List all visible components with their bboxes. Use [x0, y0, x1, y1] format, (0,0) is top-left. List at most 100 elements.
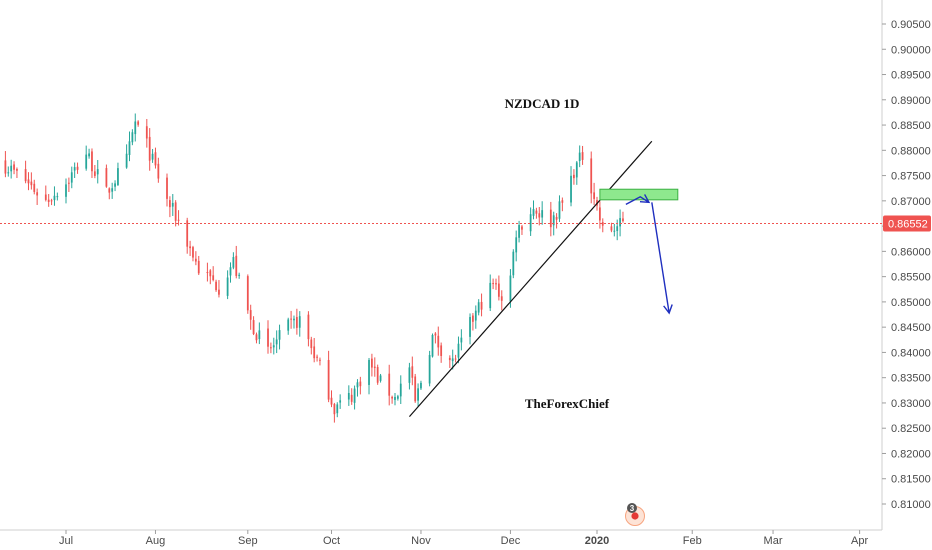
time-tick-label: Dec — [501, 535, 521, 547]
candle-body — [73, 167, 76, 171]
candle-body — [278, 330, 281, 340]
candle-body — [215, 281, 217, 291]
candle-body — [307, 314, 310, 340]
candle-body — [532, 209, 535, 216]
calendar-event-icon[interactable]: 3 — [625, 503, 645, 526]
candle-body — [492, 283, 495, 285]
candle-body — [313, 346, 316, 359]
time-tick-label: Sep — [238, 535, 258, 547]
candle-body — [67, 182, 70, 184]
price-tick-label: 0.90500 — [891, 19, 931, 31]
last-price-marker: 0.86552 — [0, 215, 931, 232]
candle-body — [27, 179, 30, 184]
candle-body — [212, 275, 215, 281]
retest-arrow-head — [639, 194, 651, 204]
price-tick-label: 0.81500 — [891, 474, 931, 486]
candle-body — [619, 218, 621, 227]
candle-body — [518, 225, 520, 238]
time-tick-label: Nov — [411, 535, 431, 547]
price-tick-label: 0.89500 — [891, 70, 931, 82]
resistance-zone — [599, 188, 679, 201]
candle-body — [295, 317, 298, 328]
candle-body — [168, 200, 171, 208]
candle-body — [249, 310, 252, 320]
candle-body — [131, 132, 134, 143]
price-axis[interactable]: 0.90500 0.90000 0.89500 0.89000 0.88500 0.880… — [882, 19, 931, 511]
candle-body — [477, 302, 480, 313]
candle-body — [431, 335, 434, 357]
candle-body — [538, 213, 541, 218]
support-trendline — [408, 140, 653, 417]
candle-body — [177, 219, 180, 221]
price-tick-label: 0.83500 — [891, 373, 931, 385]
candle-body — [575, 162, 578, 178]
price-tick-label: 0.85000 — [891, 297, 931, 309]
candle-body — [232, 257, 235, 268]
candle-body — [558, 201, 561, 219]
candle-body — [573, 174, 575, 179]
candle-body — [454, 358, 457, 360]
candle-body — [417, 388, 419, 401]
time-tick-label: Jul — [59, 535, 73, 547]
candle-body — [373, 366, 376, 368]
candle-body — [128, 141, 131, 156]
candle-body — [91, 151, 93, 172]
candle-body — [414, 376, 417, 402]
candle-body — [394, 396, 396, 400]
candle-body — [157, 163, 160, 179]
chart-title: NZDCAD 1D — [505, 96, 580, 111]
price-tick-label: 0.82500 — [891, 423, 931, 435]
candle-body — [578, 152, 581, 161]
candle-body — [601, 222, 604, 226]
time-axis[interactable]: Jul Aug Sep Oct Nov Dec 2020 Feb Mar Apr — [59, 530, 869, 547]
candle-body — [448, 357, 451, 361]
candle-body — [166, 177, 168, 199]
candle-body — [353, 388, 356, 403]
candle-body — [570, 175, 572, 203]
candle-body — [174, 202, 177, 221]
candle-body — [379, 375, 382, 381]
candle-body — [267, 328, 269, 347]
candle-body — [7, 172, 10, 174]
candle-body — [472, 315, 474, 322]
candle-body — [16, 168, 18, 171]
candle-body — [229, 267, 232, 276]
price-tick-label: 0.88000 — [891, 145, 931, 157]
event-count: 3 — [630, 504, 635, 513]
event-badge-core — [631, 512, 639, 520]
time-tick-label: Aug — [146, 535, 166, 547]
candle-body — [350, 394, 353, 402]
event-count-bubble — [627, 503, 637, 513]
candle-body — [616, 226, 619, 232]
candle-body — [330, 397, 333, 405]
candle-body — [197, 260, 200, 274]
candle-body — [70, 172, 73, 183]
candle-body — [226, 277, 229, 296]
candle-body — [489, 282, 492, 309]
candle-body — [293, 318, 295, 321]
candle-body — [460, 337, 463, 343]
target-down-arrow — [651, 202, 670, 314]
candle-body — [117, 168, 119, 185]
candle-body — [114, 183, 116, 187]
last-price-label-box — [883, 215, 931, 232]
candle-body — [105, 168, 108, 187]
candle-body — [287, 319, 290, 331]
candle-body — [151, 153, 154, 160]
candle-body — [218, 289, 220, 295]
author-watermark: TheForexChief — [525, 396, 610, 411]
candle-body — [399, 383, 402, 397]
candle-body — [4, 160, 7, 174]
target-down-arrow-head — [663, 304, 673, 315]
candle-body — [521, 226, 523, 230]
candle-body — [411, 366, 414, 378]
candle-body — [47, 199, 50, 202]
candle-body — [428, 355, 431, 384]
candle-body — [549, 209, 552, 228]
candle-body — [613, 230, 616, 232]
candlestick-series — [4, 113, 624, 423]
candle-body — [420, 382, 422, 389]
price-tick-label: 0.83000 — [891, 398, 931, 410]
candle-body — [206, 272, 209, 274]
